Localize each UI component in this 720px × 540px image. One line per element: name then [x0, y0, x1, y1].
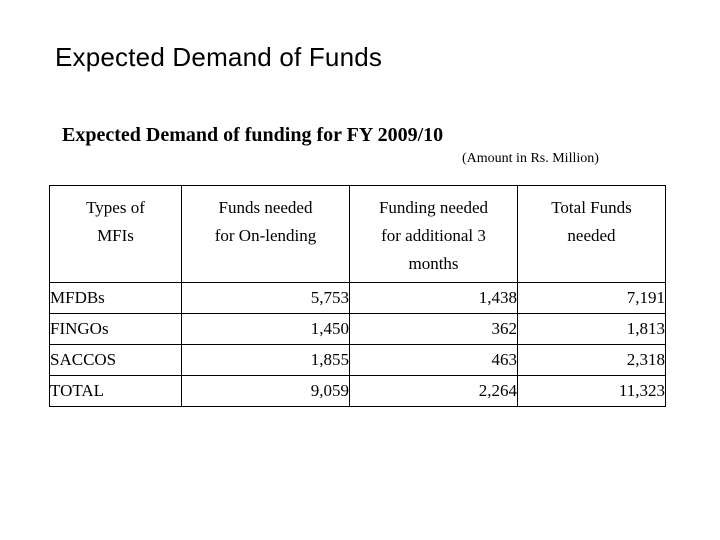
- column-header-additional: Funding needed for additional 3 months: [349, 185, 518, 283]
- column-header-on-lending: Funds needed for On-lending: [181, 185, 350, 283]
- column-header-types: Types of MFIs: [49, 185, 182, 283]
- table-header-row: Types of MFIs Funds needed for On-lendin…: [49, 185, 666, 283]
- column-header-line: Total Funds: [551, 198, 632, 217]
- column-header-line: for additional 3: [381, 226, 486, 245]
- mfi-type-cell: MFDBs: [49, 282, 182, 314]
- column-header-line: needed: [567, 226, 616, 245]
- additional-cell: 1,438: [349, 282, 518, 314]
- total-cell: 11,323: [517, 375, 666, 407]
- table-title: Expected Demand of funding for FY 2009/1…: [62, 124, 444, 146]
- table-row: MFDBs 5,753 1,438 7,191: [49, 282, 666, 314]
- on-lending-cell: 1,450: [181, 313, 350, 345]
- on-lending-cell: 1,855: [181, 344, 350, 376]
- mfi-type-cell: TOTAL: [49, 375, 182, 407]
- unit-note: (Amount in Rs. Million): [462, 151, 599, 166]
- total-cell: 7,191: [517, 282, 666, 314]
- funding-table: Types of MFIs Funds needed for On-lendin…: [49, 185, 666, 407]
- additional-cell: 362: [349, 313, 518, 345]
- column-header-line: for On-lending: [214, 226, 317, 245]
- additional-cell: 2,264: [349, 375, 518, 407]
- total-cell: 2,318: [517, 344, 666, 376]
- column-header-line: Funding needed: [378, 198, 489, 217]
- column-header-line: Funds needed: [218, 198, 313, 217]
- table-row: FINGOs 1,450 362 1,813: [49, 313, 666, 345]
- column-header-line: Types of: [86, 198, 145, 217]
- mfi-type-cell: SACCOS: [49, 344, 182, 376]
- on-lending-cell: 9,059: [181, 375, 350, 407]
- column-header-line: MFIs: [97, 226, 134, 245]
- column-header-line: months: [408, 254, 459, 273]
- on-lending-cell: 5,753: [181, 282, 350, 314]
- column-header-total: Total Funds needed: [517, 185, 666, 283]
- total-cell: 1,813: [517, 313, 666, 345]
- slide-title: Expected Demand of Funds: [55, 42, 383, 72]
- table-row-total: TOTAL 9,059 2,264 11,323: [49, 375, 666, 407]
- table-row: SACCOS 1,855 463 2,318: [49, 344, 666, 376]
- mfi-type-cell: FINGOs: [49, 313, 182, 345]
- additional-cell: 463: [349, 344, 518, 376]
